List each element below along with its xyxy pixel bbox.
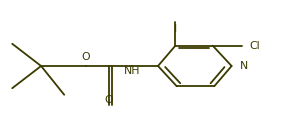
Text: O: O — [81, 52, 90, 62]
Text: NH: NH — [124, 66, 140, 76]
Text: Cl: Cl — [249, 41, 260, 51]
Text: O: O — [105, 95, 113, 105]
Text: I: I — [174, 24, 177, 34]
Text: N: N — [240, 61, 249, 71]
